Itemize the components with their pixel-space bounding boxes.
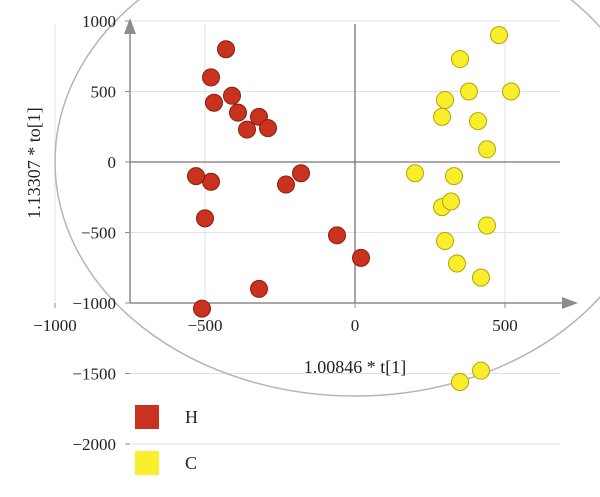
point-c — [448, 254, 466, 273]
point-c — [490, 26, 508, 45]
point-c — [451, 50, 469, 69]
point-h — [277, 175, 295, 194]
point-h — [250, 279, 268, 298]
point-h — [205, 93, 223, 112]
point-h — [196, 209, 214, 228]
point-c — [406, 164, 424, 183]
point-h — [229, 103, 247, 122]
x-tick-label: −500 — [187, 316, 222, 335]
legend-swatch-h — [135, 405, 159, 429]
point-c — [460, 82, 478, 101]
legend-label-h: H — [185, 406, 198, 427]
x-tick-label: −1000 — [33, 316, 77, 335]
y-tick-label: −1000 — [72, 294, 116, 313]
point-c — [436, 231, 454, 250]
point-c — [478, 216, 496, 235]
point-c — [472, 268, 490, 287]
point-h — [352, 248, 370, 267]
y-axis-arrow — [124, 18, 136, 34]
x-tick-label: 500 — [492, 316, 518, 335]
point-c — [502, 82, 520, 101]
point-h — [328, 226, 346, 245]
y-tick-label: −500 — [81, 224, 116, 243]
y-tick-label: 500 — [91, 83, 117, 102]
y-tick-label: 0 — [108, 153, 117, 172]
y-tick-label: −2000 — [72, 435, 116, 454]
x-tick-label: 0 — [351, 316, 360, 335]
point-c — [469, 112, 487, 131]
y-tick-label: −1500 — [72, 365, 116, 384]
zero-lines — [130, 24, 560, 303]
legend-item-c: C — [135, 451, 198, 475]
point-c — [436, 90, 454, 109]
data-points — [187, 26, 520, 391]
point-h — [193, 299, 211, 318]
point-c — [472, 361, 490, 380]
point-c — [442, 192, 460, 211]
point-h — [217, 40, 235, 59]
x-axis-label: 1.00846 * t[1] — [304, 357, 407, 377]
y-axis-label: 1.13307 * to[1] — [24, 107, 44, 219]
point-h — [292, 164, 310, 183]
y-tick-labels: −2000−1500−1000−500050010001500 — [72, 12, 117, 454]
point-h — [202, 68, 220, 87]
point-c — [478, 140, 496, 159]
point-h — [238, 120, 256, 139]
legend-label-c: C — [185, 452, 198, 473]
point-h — [187, 167, 205, 186]
legend-item-h: H — [135, 405, 198, 429]
point-c — [451, 372, 469, 391]
x-axis-arrow — [562, 297, 578, 309]
point-c — [445, 167, 463, 186]
legend-swatch-c — [135, 451, 159, 475]
point-h — [223, 86, 241, 105]
legend: H C — [135, 405, 198, 497]
point-h — [202, 172, 220, 191]
point-c — [433, 107, 451, 126]
confidence-ellipse — [54, 0, 600, 397]
point-h — [259, 119, 277, 138]
y-tick-label: 1000 — [82, 12, 116, 31]
